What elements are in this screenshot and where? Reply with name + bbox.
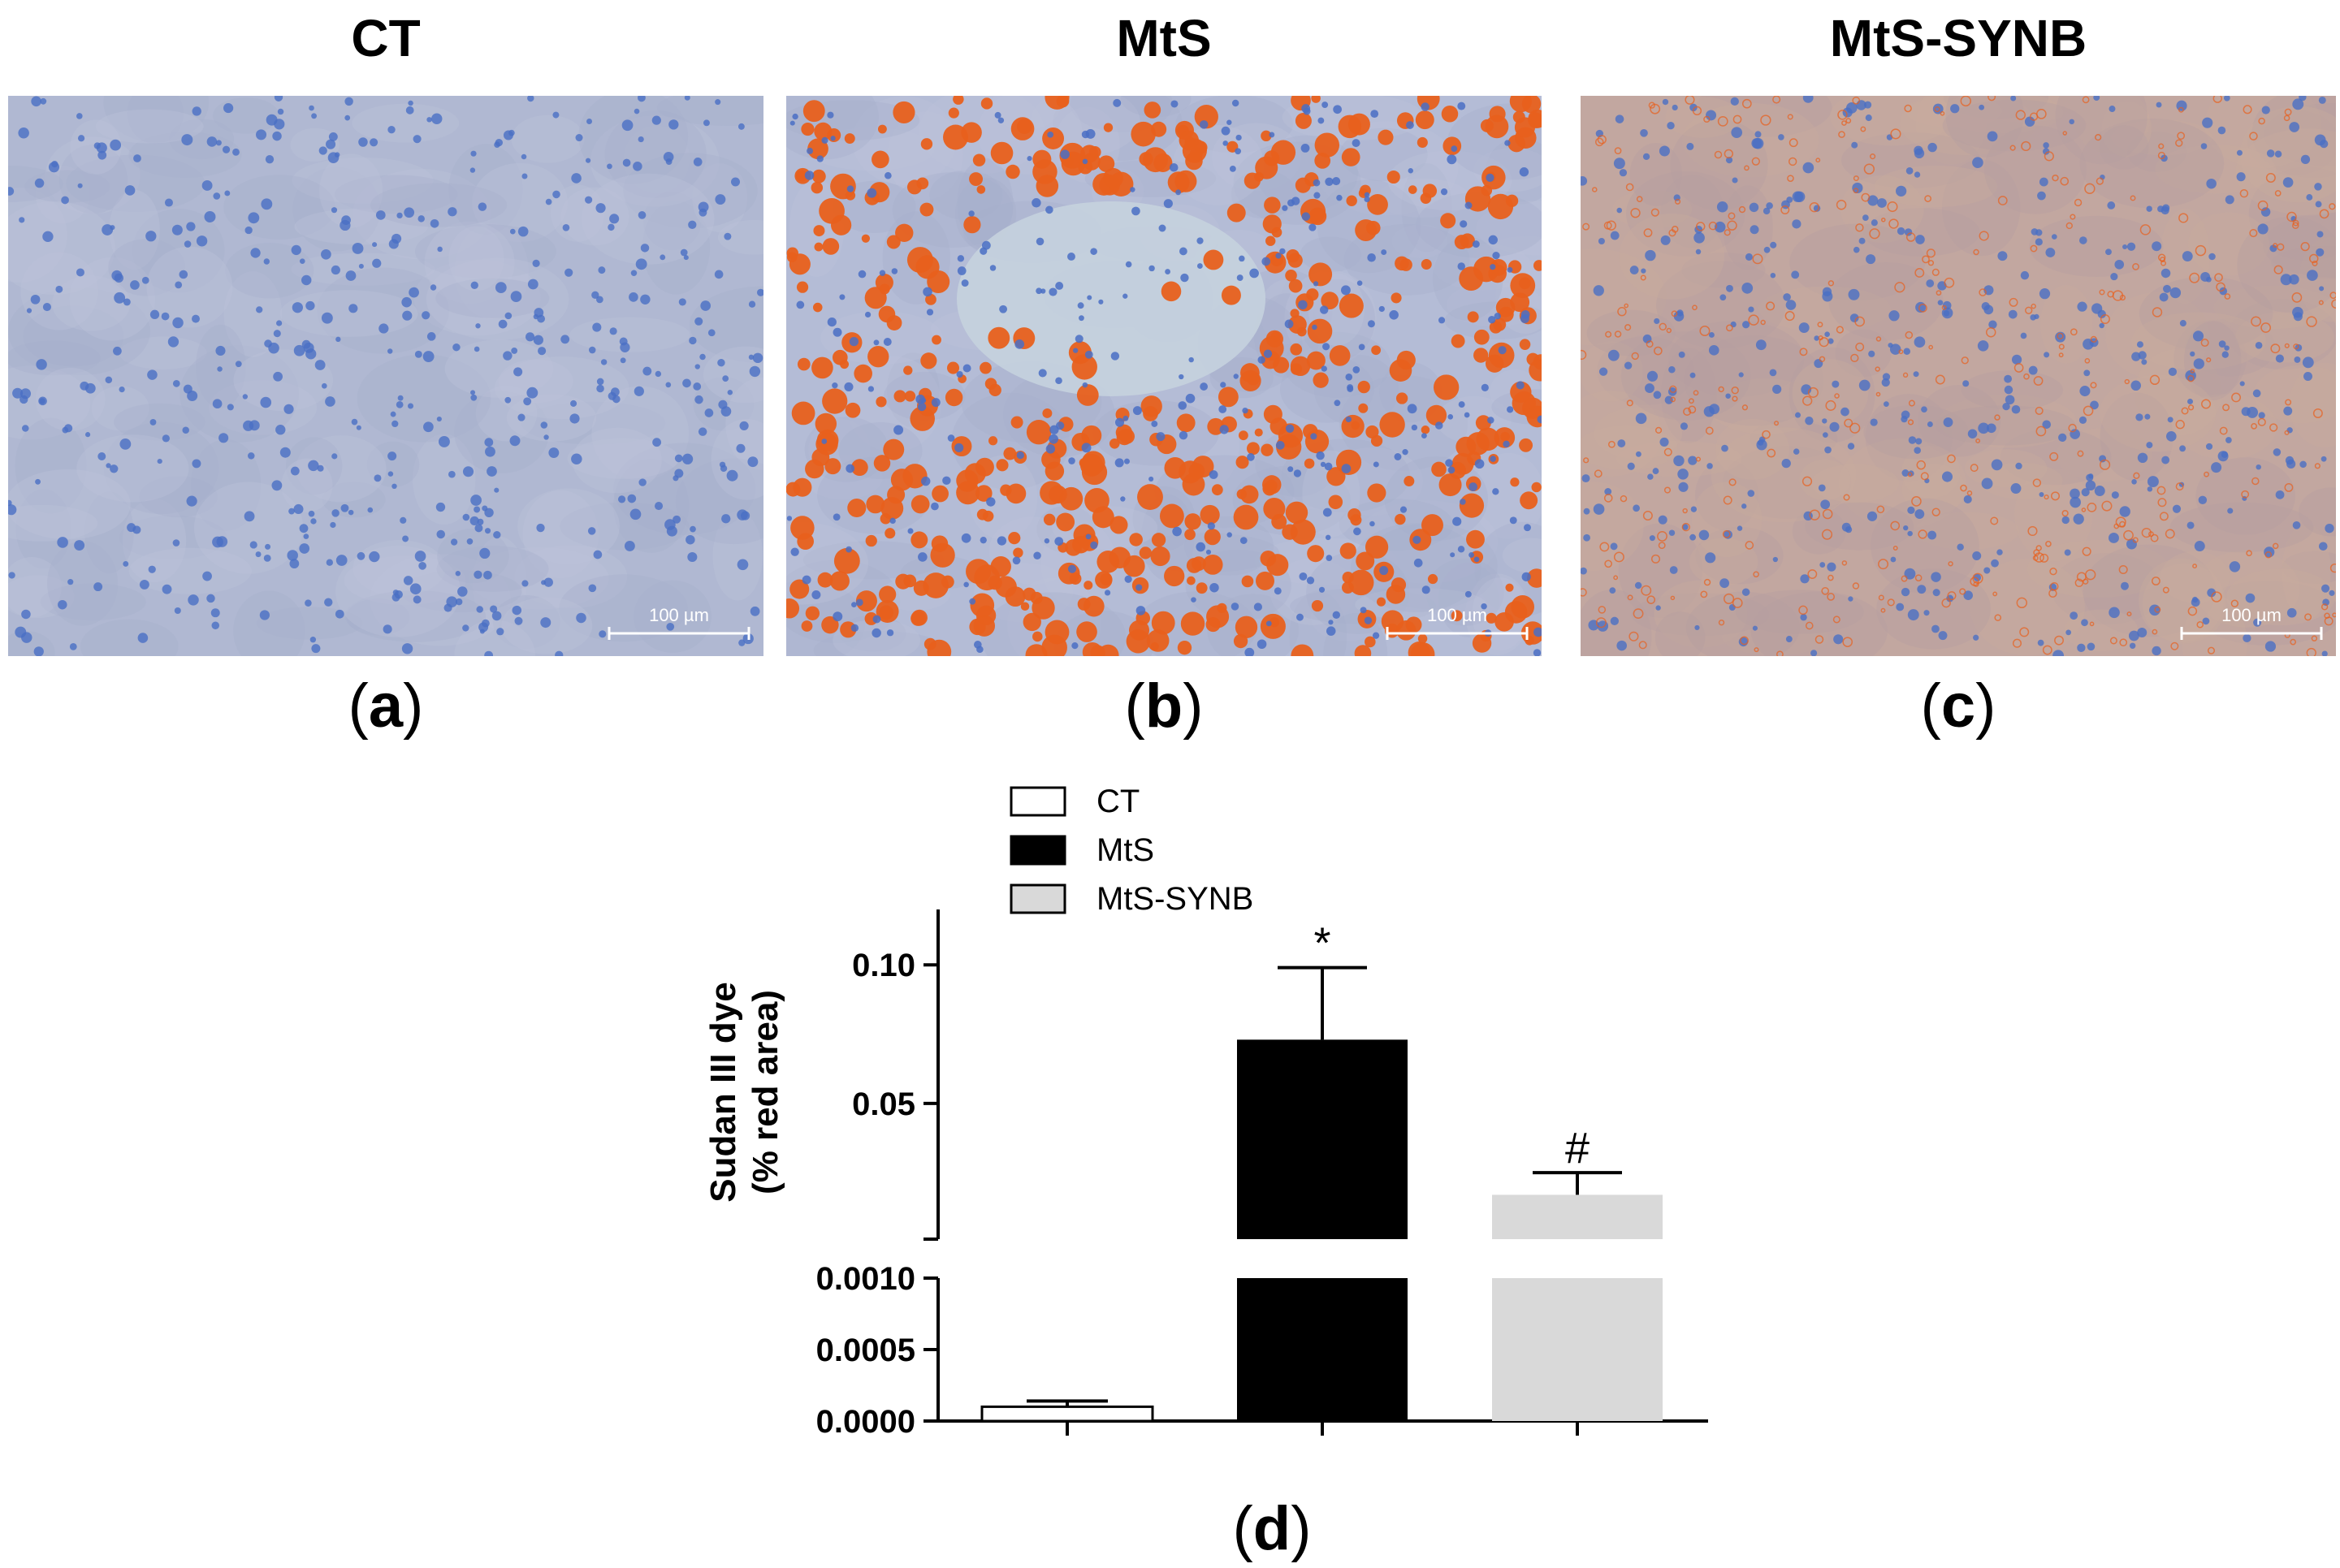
nuclei [1581, 96, 2335, 656]
micrograph-mts-image: 100 µm [786, 96, 1542, 656]
panel-letter-d: d [1253, 1494, 1291, 1563]
panel-title-mts-synb: MtS-SYNB [1829, 9, 2087, 67]
micrograph-mts-synb: 100 µm [1581, 96, 2336, 656]
y-axis-label-line2: (% red area) [746, 990, 785, 1194]
significance-marker: # [1565, 1124, 1590, 1173]
legend-label: MtS-SYNB [1096, 881, 1253, 917]
y-tick-label: 0.0010 [816, 1261, 915, 1297]
micrograph-ct: 100 µm [8, 96, 763, 656]
nuclei [8, 96, 763, 656]
bar-upper-segment [1237, 1039, 1408, 1239]
micrograph-mts: 100 µm [786, 96, 1542, 656]
panel-letter-c: c [1940, 672, 1976, 741]
bar-lower-segment [1492, 1278, 1663, 1421]
bar-lower-segment [1237, 1278, 1408, 1421]
bar-group-ct [980, 1399, 1154, 1436]
bar [980, 1405, 1154, 1423]
y-axis-label-line1: Sudan III dye [703, 982, 743, 1202]
nuclei [786, 98, 1542, 656]
legend-swatch [1010, 786, 1066, 817]
panel-letter-a: a [368, 672, 404, 741]
legend-swatch [1010, 835, 1066, 866]
tissue-texture [8, 96, 763, 656]
micrograph-mts-synb-image: 100 µm [1581, 96, 2336, 656]
legend: CT MtS MtS-SYNB [1010, 784, 1253, 917]
legend-swatch [1010, 883, 1066, 914]
panel-title-ct: CT [351, 9, 421, 67]
bar-upper-segment [1492, 1194, 1663, 1239]
scale-bar: 100 µm [1386, 605, 1529, 640]
panel-letter-b: b [1144, 672, 1183, 741]
lipid-droplets [1581, 96, 2336, 656]
y-tick-label: 0.10 [852, 948, 915, 983]
y-axis-label: Sudan III dye(% red area) [703, 982, 785, 1202]
panel-label-a: (a) [348, 672, 424, 741]
scale-bar-label: 100 µm [1427, 605, 1487, 625]
scale-bar: 100 µm [2180, 605, 2323, 640]
y-tick-label: 0.0000 [816, 1404, 915, 1440]
legend-label: MtS [1096, 832, 1154, 868]
central-vein-area [957, 201, 1265, 396]
micrograph-ct-image: 100 µm [8, 96, 763, 656]
y-tick-label: 0.0005 [816, 1333, 915, 1368]
scale-bar-label: 100 µm [649, 605, 709, 625]
scale-bar-label: 100 µm [2221, 605, 2282, 625]
bar-group-mts: * [1237, 919, 1408, 1436]
panel-label-c: (c) [1920, 672, 1996, 741]
significance-marker: * [1313, 919, 1330, 968]
scale-bar: 100 µm [608, 605, 750, 640]
micrograph-background [1581, 96, 2336, 656]
panel-label-b: (b) [1124, 672, 1204, 741]
bar-group-mts-synb: # [1492, 1124, 1663, 1436]
legend-label: CT [1096, 784, 1140, 819]
y-tick-label: 0.05 [852, 1086, 915, 1122]
panel-label-d: (d) [1232, 1494, 1311, 1563]
panel-title-mts: MtS [1116, 9, 1212, 67]
